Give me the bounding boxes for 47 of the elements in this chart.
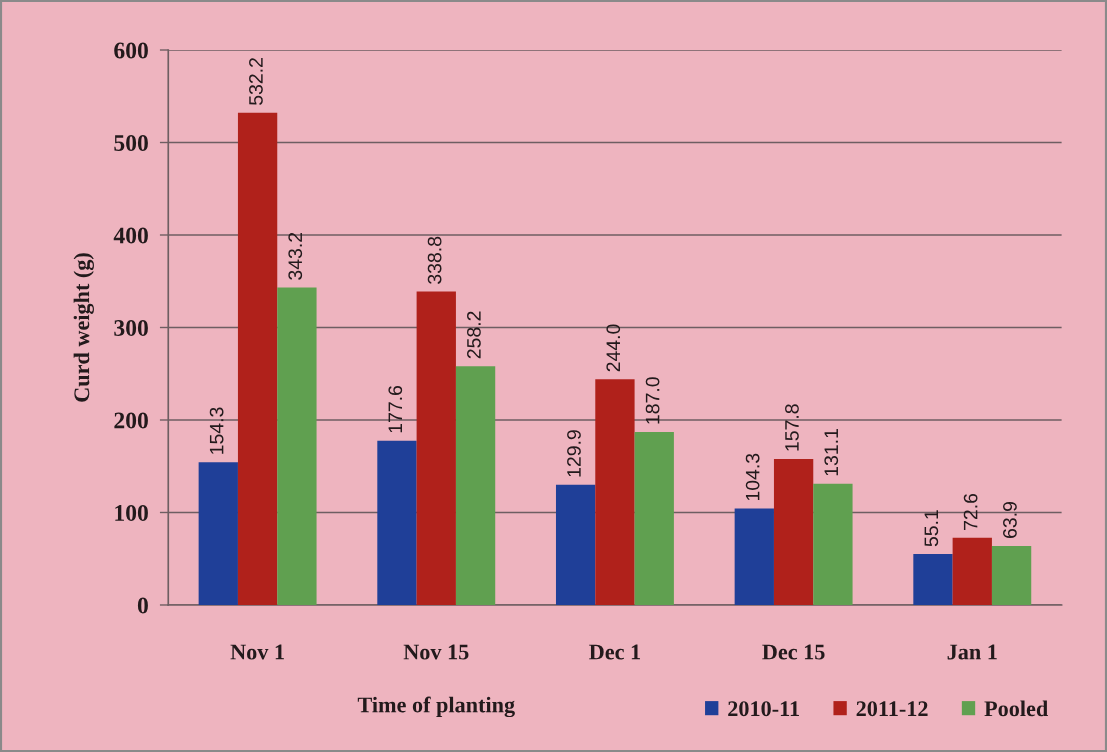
- bar: [773, 459, 814, 605]
- bar: [237, 112, 278, 605]
- bar: [634, 432, 674, 605]
- x-tick-label: Nov 15: [403, 644, 469, 660]
- data-label: 187.0: [645, 377, 660, 424]
- y-tick-label: 600: [114, 42, 148, 59]
- bar: [734, 508, 774, 605]
- data-label: 532.2: [249, 58, 263, 105]
- y-tick-label: 500: [114, 134, 148, 151]
- bar: [277, 287, 317, 605]
- data-label: 338.8: [427, 236, 442, 284]
- bar: [595, 379, 635, 605]
- bar: [913, 554, 953, 605]
- data-label: 131.1: [824, 429, 839, 476]
- data-label: 72.6: [963, 493, 978, 530]
- data-label: 129.9: [567, 430, 581, 477]
- data-label: 154.3: [209, 407, 224, 454]
- bar: [813, 483, 853, 605]
- x-axis-title: Time of planting: [357, 696, 515, 718]
- legend-label: 2011-12: [856, 701, 928, 717]
- data-label: 63.9: [1003, 502, 1017, 538]
- data-label: 343.2: [288, 232, 303, 280]
- data-label: 258.2: [467, 311, 481, 359]
- data-label: 244.0: [606, 324, 621, 372]
- data-label: 104.3: [745, 453, 760, 501]
- x-tick-label: Nov 1: [230, 644, 284, 660]
- x-tick-label: Dec 1: [589, 644, 641, 660]
- bar: [952, 537, 992, 605]
- y-tick-label: 300: [114, 319, 148, 336]
- data-label: 55.1: [924, 510, 939, 547]
- bar: [377, 440, 417, 605]
- bar: [455, 366, 496, 605]
- x-tick-label: Jan 1: [947, 644, 997, 660]
- y-tick-label: 200: [114, 412, 148, 429]
- y-tick-label: 100: [115, 504, 148, 521]
- y-axis-title: Curd weight (g): [73, 253, 94, 402]
- data-label: 177.6: [388, 385, 403, 433]
- x-tick-label: Dec 15: [762, 644, 825, 660]
- data-label: 157.8: [785, 404, 799, 451]
- bar: [991, 545, 1032, 605]
- bar: [416, 291, 456, 605]
- y-tick-label: 0: [137, 597, 148, 614]
- y-tick-label: 400: [113, 227, 148, 244]
- legend-label: 2010-11: [728, 701, 799, 717]
- legend-label: Pooled: [984, 700, 1049, 717]
- bar: [198, 462, 238, 605]
- bar: [555, 484, 596, 605]
